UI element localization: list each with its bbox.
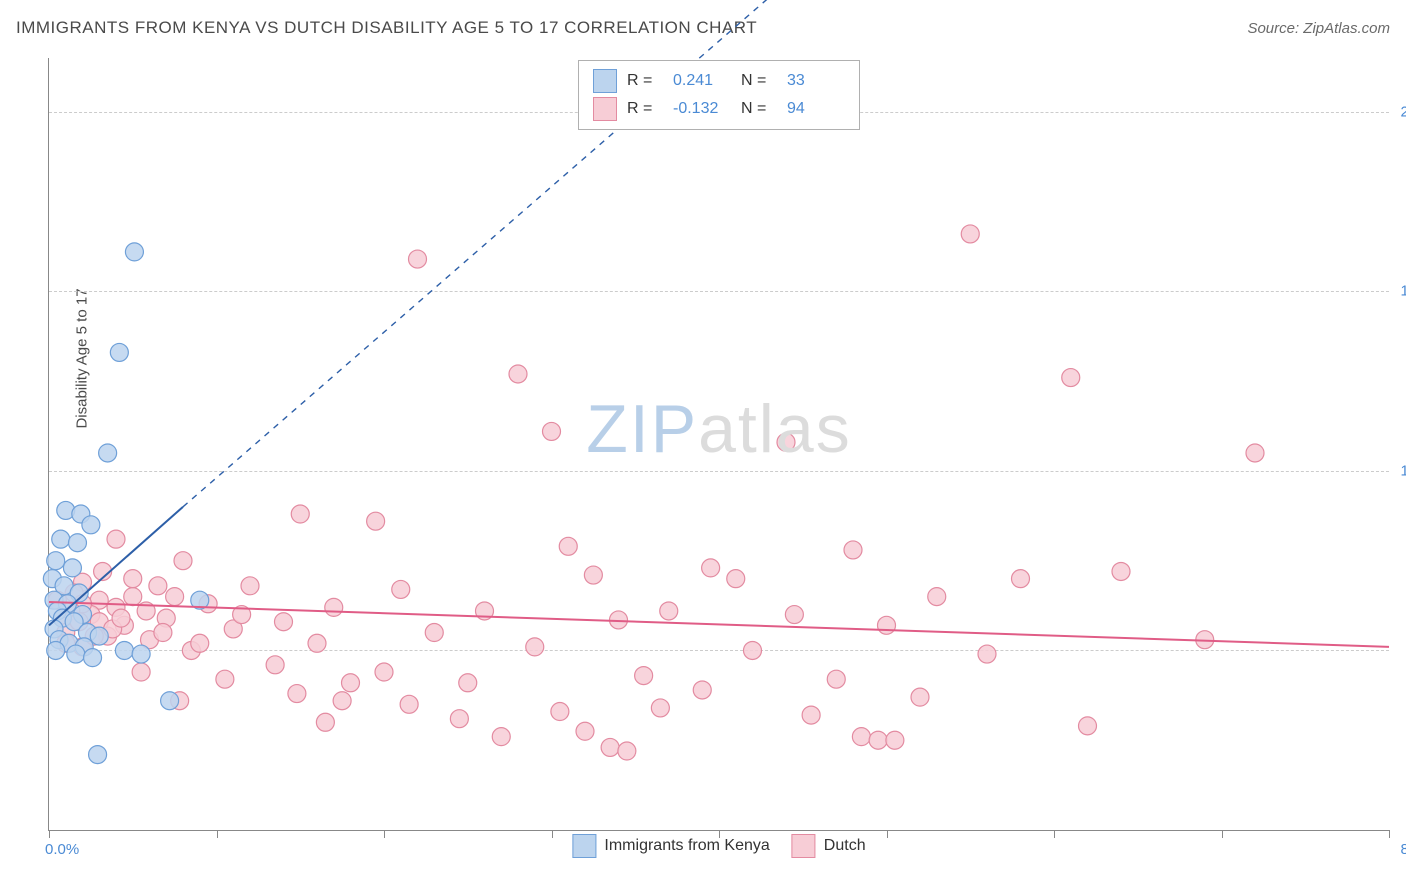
series-legend: Immigrants from Kenya Dutch [572,834,865,858]
n-kenya: 33 [787,72,845,90]
r-dutch: -0.132 [673,100,731,118]
source-label: Source: ZipAtlas.com [1247,20,1390,37]
chart-title: IMMIGRANTS FROM KENYA VS DUTCH DISABILIT… [16,18,757,38]
r-kenya: 0.241 [673,72,731,90]
corr-row-kenya: R = 0.241 N = 33 [593,67,845,95]
swatch-kenya [593,69,617,93]
scatter-svg [49,58,1389,830]
swatch-kenya-b [572,834,596,858]
legend-kenya-label: Immigrants from Kenya [604,837,769,855]
legend-dutch-label: Dutch [824,837,866,855]
legend-dutch: Dutch [792,834,866,858]
y-tick-label: 15.0% [1400,283,1406,300]
swatch-dutch-b [792,834,816,858]
n-dutch: 94 [787,100,845,118]
corr-row-dutch: R = -0.132 N = 94 [593,95,845,123]
x-max-label: 80.0% [1400,841,1406,858]
x-min-label: 0.0% [45,841,79,858]
y-tick-label: 20.0% [1400,103,1406,120]
swatch-dutch [593,97,617,121]
legend-kenya: Immigrants from Kenya [572,834,769,858]
correlation-legend: R = 0.241 N = 33 R = -0.132 N = 94 [578,60,860,130]
y-tick-label: 10.0% [1400,462,1406,479]
title-bar: IMMIGRANTS FROM KENYA VS DUTCH DISABILIT… [16,18,1390,38]
plot-area: ZIPatlas R = 0.241 N = 33 R = -0.132 N =… [48,58,1389,831]
